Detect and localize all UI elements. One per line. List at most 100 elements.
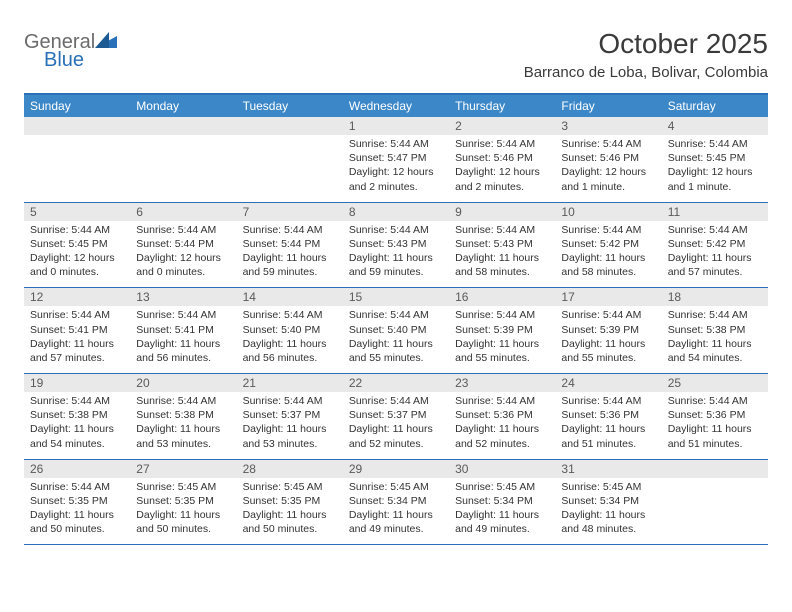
sunset-text: Sunset: 5:35 PM [243,494,337,508]
sunset-text: Sunset: 5:34 PM [455,494,549,508]
sunset-text: Sunset: 5:47 PM [349,151,443,165]
dow-saturday: Saturday [662,95,768,117]
daylight-text: Daylight: 11 hours and 50 minutes. [136,508,230,536]
day-detail [24,135,130,202]
week: 12131415161718Sunrise: 5:44 AMSunset: 5:… [24,288,768,374]
day-number: 14 [237,288,343,306]
sunset-text: Sunset: 5:36 PM [561,408,655,422]
daylight-text: Daylight: 11 hours and 55 minutes. [561,337,655,365]
page-subtitle: Barranco de Loba, Bolivar, Colombia [524,64,768,81]
sunrise-text: Sunrise: 5:44 AM [668,223,762,237]
sunset-text: Sunset: 5:42 PM [668,237,762,251]
day-detail [130,135,236,202]
sunset-text: Sunset: 5:46 PM [561,151,655,165]
sunrise-text: Sunrise: 5:44 AM [455,308,549,322]
sunset-text: Sunset: 5:40 PM [349,323,443,337]
sunrise-text: Sunrise: 5:44 AM [668,394,762,408]
weeks-container: 1234Sunrise: 5:44 AMSunset: 5:47 PMDayli… [24,117,768,545]
day-detail: Sunrise: 5:44 AMSunset: 5:44 PMDaylight:… [130,221,236,288]
sunset-text: Sunset: 5:38 PM [30,408,124,422]
day-number: 24 [555,374,661,392]
daylight-text: Daylight: 11 hours and 51 minutes. [668,422,762,450]
sunset-text: Sunset: 5:35 PM [136,494,230,508]
daylight-text: Daylight: 11 hours and 55 minutes. [455,337,549,365]
daylight-text: Daylight: 11 hours and 54 minutes. [30,422,124,450]
day-number: 12 [24,288,130,306]
day-detail: Sunrise: 5:44 AMSunset: 5:43 PMDaylight:… [343,221,449,288]
day-detail-row: Sunrise: 5:44 AMSunset: 5:41 PMDaylight:… [24,306,768,373]
day-detail: Sunrise: 5:44 AMSunset: 5:42 PMDaylight:… [662,221,768,288]
daylight-text: Daylight: 12 hours and 1 minute. [561,165,655,193]
day-detail: Sunrise: 5:44 AMSunset: 5:41 PMDaylight:… [130,306,236,373]
daylight-text: Daylight: 11 hours and 56 minutes. [136,337,230,365]
day-number: 10 [555,203,661,221]
day-number [237,117,343,135]
day-number: 11 [662,203,768,221]
sunrise-text: Sunrise: 5:44 AM [243,308,337,322]
sunrise-text: Sunrise: 5:44 AM [668,308,762,322]
daylight-text: Daylight: 12 hours and 1 minute. [668,165,762,193]
sunset-text: Sunset: 5:41 PM [30,323,124,337]
daylight-text: Daylight: 11 hours and 59 minutes. [349,251,443,279]
day-number-row: 12131415161718 [24,288,768,306]
day-detail [662,478,768,545]
day-number: 8 [343,203,449,221]
day-number: 2 [449,117,555,135]
day-detail: Sunrise: 5:45 AMSunset: 5:35 PMDaylight:… [237,478,343,545]
day-number [24,117,130,135]
daylight-text: Daylight: 11 hours and 50 minutes. [243,508,337,536]
day-detail: Sunrise: 5:44 AMSunset: 5:38 PMDaylight:… [130,392,236,459]
dow-wednesday: Wednesday [343,95,449,117]
sunset-text: Sunset: 5:34 PM [349,494,443,508]
day-detail: Sunrise: 5:45 AMSunset: 5:34 PMDaylight:… [449,478,555,545]
daylight-text: Daylight: 12 hours and 2 minutes. [455,165,549,193]
day-detail: Sunrise: 5:44 AMSunset: 5:41 PMDaylight:… [24,306,130,373]
sunrise-text: Sunrise: 5:44 AM [349,223,443,237]
page: General Blue October 2025 Barranco de Lo… [0,0,792,545]
daylight-text: Daylight: 11 hours and 50 minutes. [30,508,124,536]
sunrise-text: Sunrise: 5:44 AM [668,137,762,151]
sunset-text: Sunset: 5:41 PM [136,323,230,337]
sunset-text: Sunset: 5:36 PM [455,408,549,422]
day-number: 27 [130,460,236,478]
day-detail: Sunrise: 5:44 AMSunset: 5:46 PMDaylight:… [555,135,661,202]
logo: General Blue [24,28,117,70]
daylight-text: Daylight: 11 hours and 57 minutes. [30,337,124,365]
sunset-text: Sunset: 5:44 PM [136,237,230,251]
day-detail-row: Sunrise: 5:44 AMSunset: 5:45 PMDaylight:… [24,221,768,288]
week: 1234Sunrise: 5:44 AMSunset: 5:47 PMDayli… [24,117,768,203]
sunrise-text: Sunrise: 5:44 AM [136,394,230,408]
sunset-text: Sunset: 5:34 PM [561,494,655,508]
sunset-text: Sunset: 5:43 PM [349,237,443,251]
day-number: 23 [449,374,555,392]
daylight-text: Daylight: 11 hours and 59 minutes. [243,251,337,279]
daylight-text: Daylight: 11 hours and 55 minutes. [349,337,443,365]
daylight-text: Daylight: 11 hours and 56 minutes. [243,337,337,365]
sunrise-text: Sunrise: 5:45 AM [455,480,549,494]
sunset-text: Sunset: 5:40 PM [243,323,337,337]
daylight-text: Daylight: 11 hours and 52 minutes. [349,422,443,450]
day-number: 6 [130,203,236,221]
day-number: 7 [237,203,343,221]
day-detail: Sunrise: 5:44 AMSunset: 5:46 PMDaylight:… [449,135,555,202]
sunrise-text: Sunrise: 5:44 AM [136,223,230,237]
daylight-text: Daylight: 12 hours and 0 minutes. [136,251,230,279]
day-number: 25 [662,374,768,392]
day-number: 17 [555,288,661,306]
sunrise-text: Sunrise: 5:44 AM [30,394,124,408]
day-number: 4 [662,117,768,135]
calendar: Sunday Monday Tuesday Wednesday Thursday… [24,93,768,545]
sunset-text: Sunset: 5:36 PM [668,408,762,422]
day-detail: Sunrise: 5:44 AMSunset: 5:38 PMDaylight:… [662,306,768,373]
day-number: 29 [343,460,449,478]
daylight-text: Daylight: 12 hours and 0 minutes. [30,251,124,279]
day-detail: Sunrise: 5:44 AMSunset: 5:36 PMDaylight:… [555,392,661,459]
day-detail: Sunrise: 5:44 AMSunset: 5:47 PMDaylight:… [343,135,449,202]
sunrise-text: Sunrise: 5:44 AM [561,137,655,151]
daylight-text: Daylight: 12 hours and 2 minutes. [349,165,443,193]
sunrise-text: Sunrise: 5:45 AM [349,480,443,494]
daylight-text: Daylight: 11 hours and 53 minutes. [243,422,337,450]
day-number [130,117,236,135]
daylight-text: Daylight: 11 hours and 58 minutes. [455,251,549,279]
day-detail: Sunrise: 5:44 AMSunset: 5:40 PMDaylight:… [343,306,449,373]
